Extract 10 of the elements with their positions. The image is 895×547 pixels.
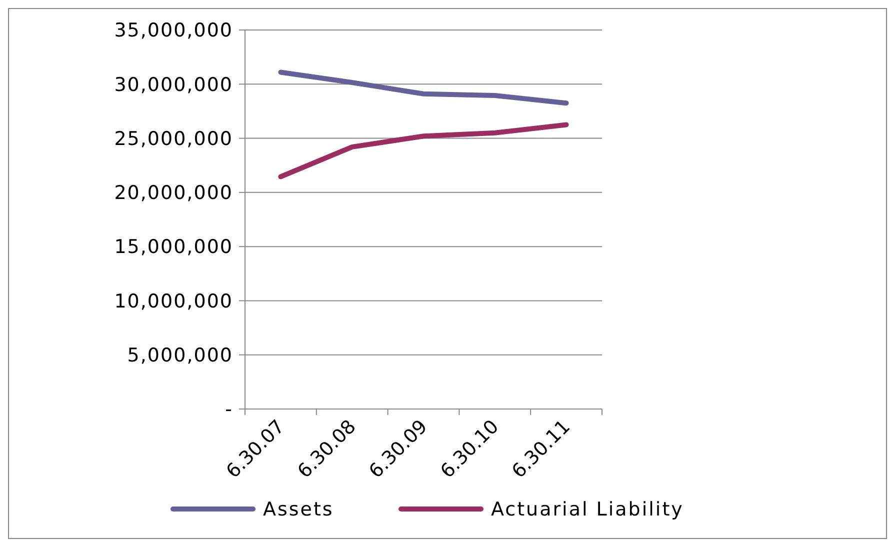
legend-label: Assets [263,498,334,521]
y-tick-label: 15,000,000 [114,236,233,258]
y-tick-label: 25,000,000 [114,128,233,150]
y-tick-label: 35,000,000 [114,20,233,42]
y-tick-label: - [225,398,233,421]
y-tick-label: 30,000,000 [114,74,233,96]
legend-label: Actuarial Liability [491,498,684,521]
y-tick-label: 5,000,000 [127,344,233,367]
y-tick-label: 10,000,000 [114,290,233,312]
y-tick-label: 20,000,000 [114,182,233,204]
